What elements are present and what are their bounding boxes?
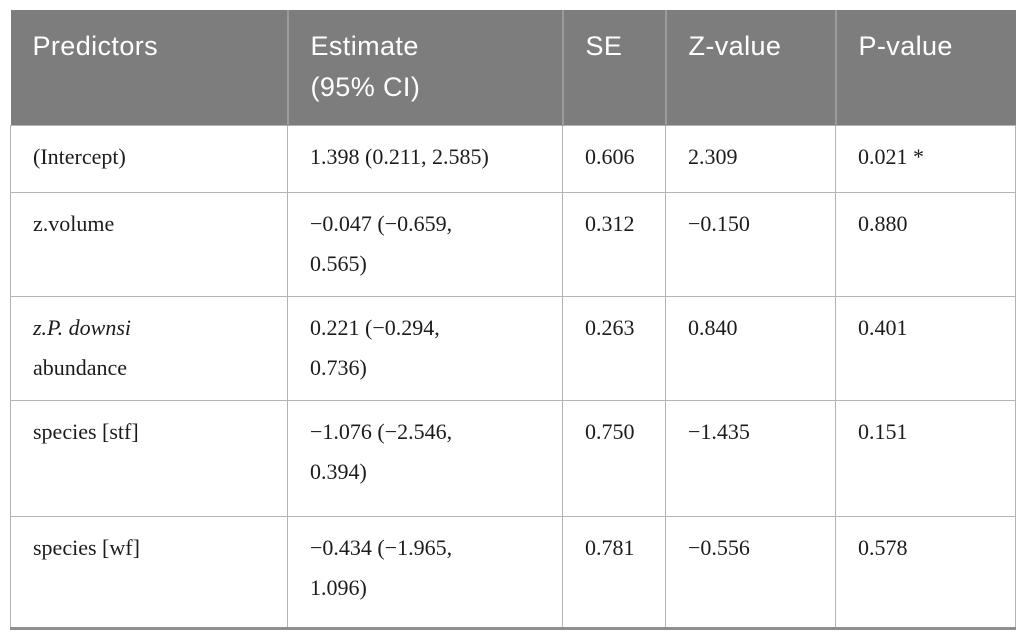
estimate-cell: −0.047 (−0.659, 0.565) <box>287 191 563 297</box>
table-row-intercept: (Intercept) 1.398 (0.211, 2.585) 0.606 2… <box>10 124 1016 193</box>
table-header: Predictors Estimate (95% CI) SE Z-value … <box>10 10 1016 125</box>
table-body: (Intercept) 1.398 (0.211, 2.585) 0.606 2… <box>10 124 1016 630</box>
column-header-p-value: P-value <box>834 10 1016 125</box>
z-value-cell: 0.840 <box>665 295 836 401</box>
predictor-cell: species [wf] <box>10 515 288 630</box>
z-value-cell: −1.435 <box>665 399 836 517</box>
predictor-cell: (Intercept) <box>10 124 288 193</box>
estimate-cell: 0.221 (−0.294, 0.736) <box>287 295 563 401</box>
p-value-cell: 0.578 <box>835 515 1016 630</box>
predictor-text: abundance <box>33 354 128 380</box>
regression-results-table: Predictors Estimate (95% CI) SE Z-value … <box>10 10 1016 630</box>
table-row-species-wf: species [wf] −0.434 (−1.965, 1.096) 0.78… <box>10 515 1016 630</box>
predictor-italic-text: z.P. downsi <box>33 314 132 340</box>
z-value-cell: −0.556 <box>665 515 836 630</box>
column-header-predictors: Predictors <box>10 10 288 125</box>
predictor-text: species [wf] <box>33 534 140 560</box>
predictor-cell: z.volume <box>10 191 288 297</box>
se-cell: 0.781 <box>562 515 666 630</box>
z-value-cell: −0.150 <box>665 191 836 297</box>
estimate-cell: 1.398 (0.211, 2.585) <box>287 124 563 193</box>
table-row-p-downsi-abundance: z.P. downsi abundance 0.221 (−0.294, 0.7… <box>10 295 1016 401</box>
z-value-cell: 2.309 <box>665 124 836 193</box>
column-header-se: SE <box>561 10 666 125</box>
predictor-text: species [stf] <box>33 418 139 444</box>
se-cell: 0.606 <box>562 124 666 193</box>
column-header-estimate-ci: Estimate (95% CI) <box>286 10 563 125</box>
p-value-cell: 0.880 <box>835 191 1016 297</box>
se-cell: 0.750 <box>562 399 666 517</box>
se-cell: 0.263 <box>562 295 666 401</box>
header-row: Predictors Estimate (95% CI) SE Z-value … <box>10 10 1016 125</box>
column-header-z-value: Z-value <box>664 10 836 125</box>
se-cell: 0.312 <box>562 191 666 297</box>
predictor-cell: species [stf] <box>10 399 288 517</box>
p-value-cell: 0.021 * <box>835 124 1016 193</box>
estimate-cell: −1.076 (−2.546, 0.394) <box>287 399 563 517</box>
predictor-text: (Intercept) <box>33 143 126 169</box>
predictor-cell: z.P. downsi abundance <box>10 295 288 401</box>
p-value-cell: 0.151 <box>835 399 1016 517</box>
statistics-table-figure: Predictors Estimate (95% CI) SE Z-value … <box>10 10 1016 630</box>
predictor-text: z.volume <box>33 210 115 236</box>
table-row-z-volume: z.volume −0.047 (−0.659, 0.565) 0.312 −0… <box>10 191 1016 297</box>
table-row-species-stf: species [stf] −1.076 (−2.546, 0.394) 0.7… <box>10 399 1016 517</box>
estimate-cell: −0.434 (−1.965, 1.096) <box>287 515 563 630</box>
p-value-cell: 0.401 <box>835 295 1016 401</box>
